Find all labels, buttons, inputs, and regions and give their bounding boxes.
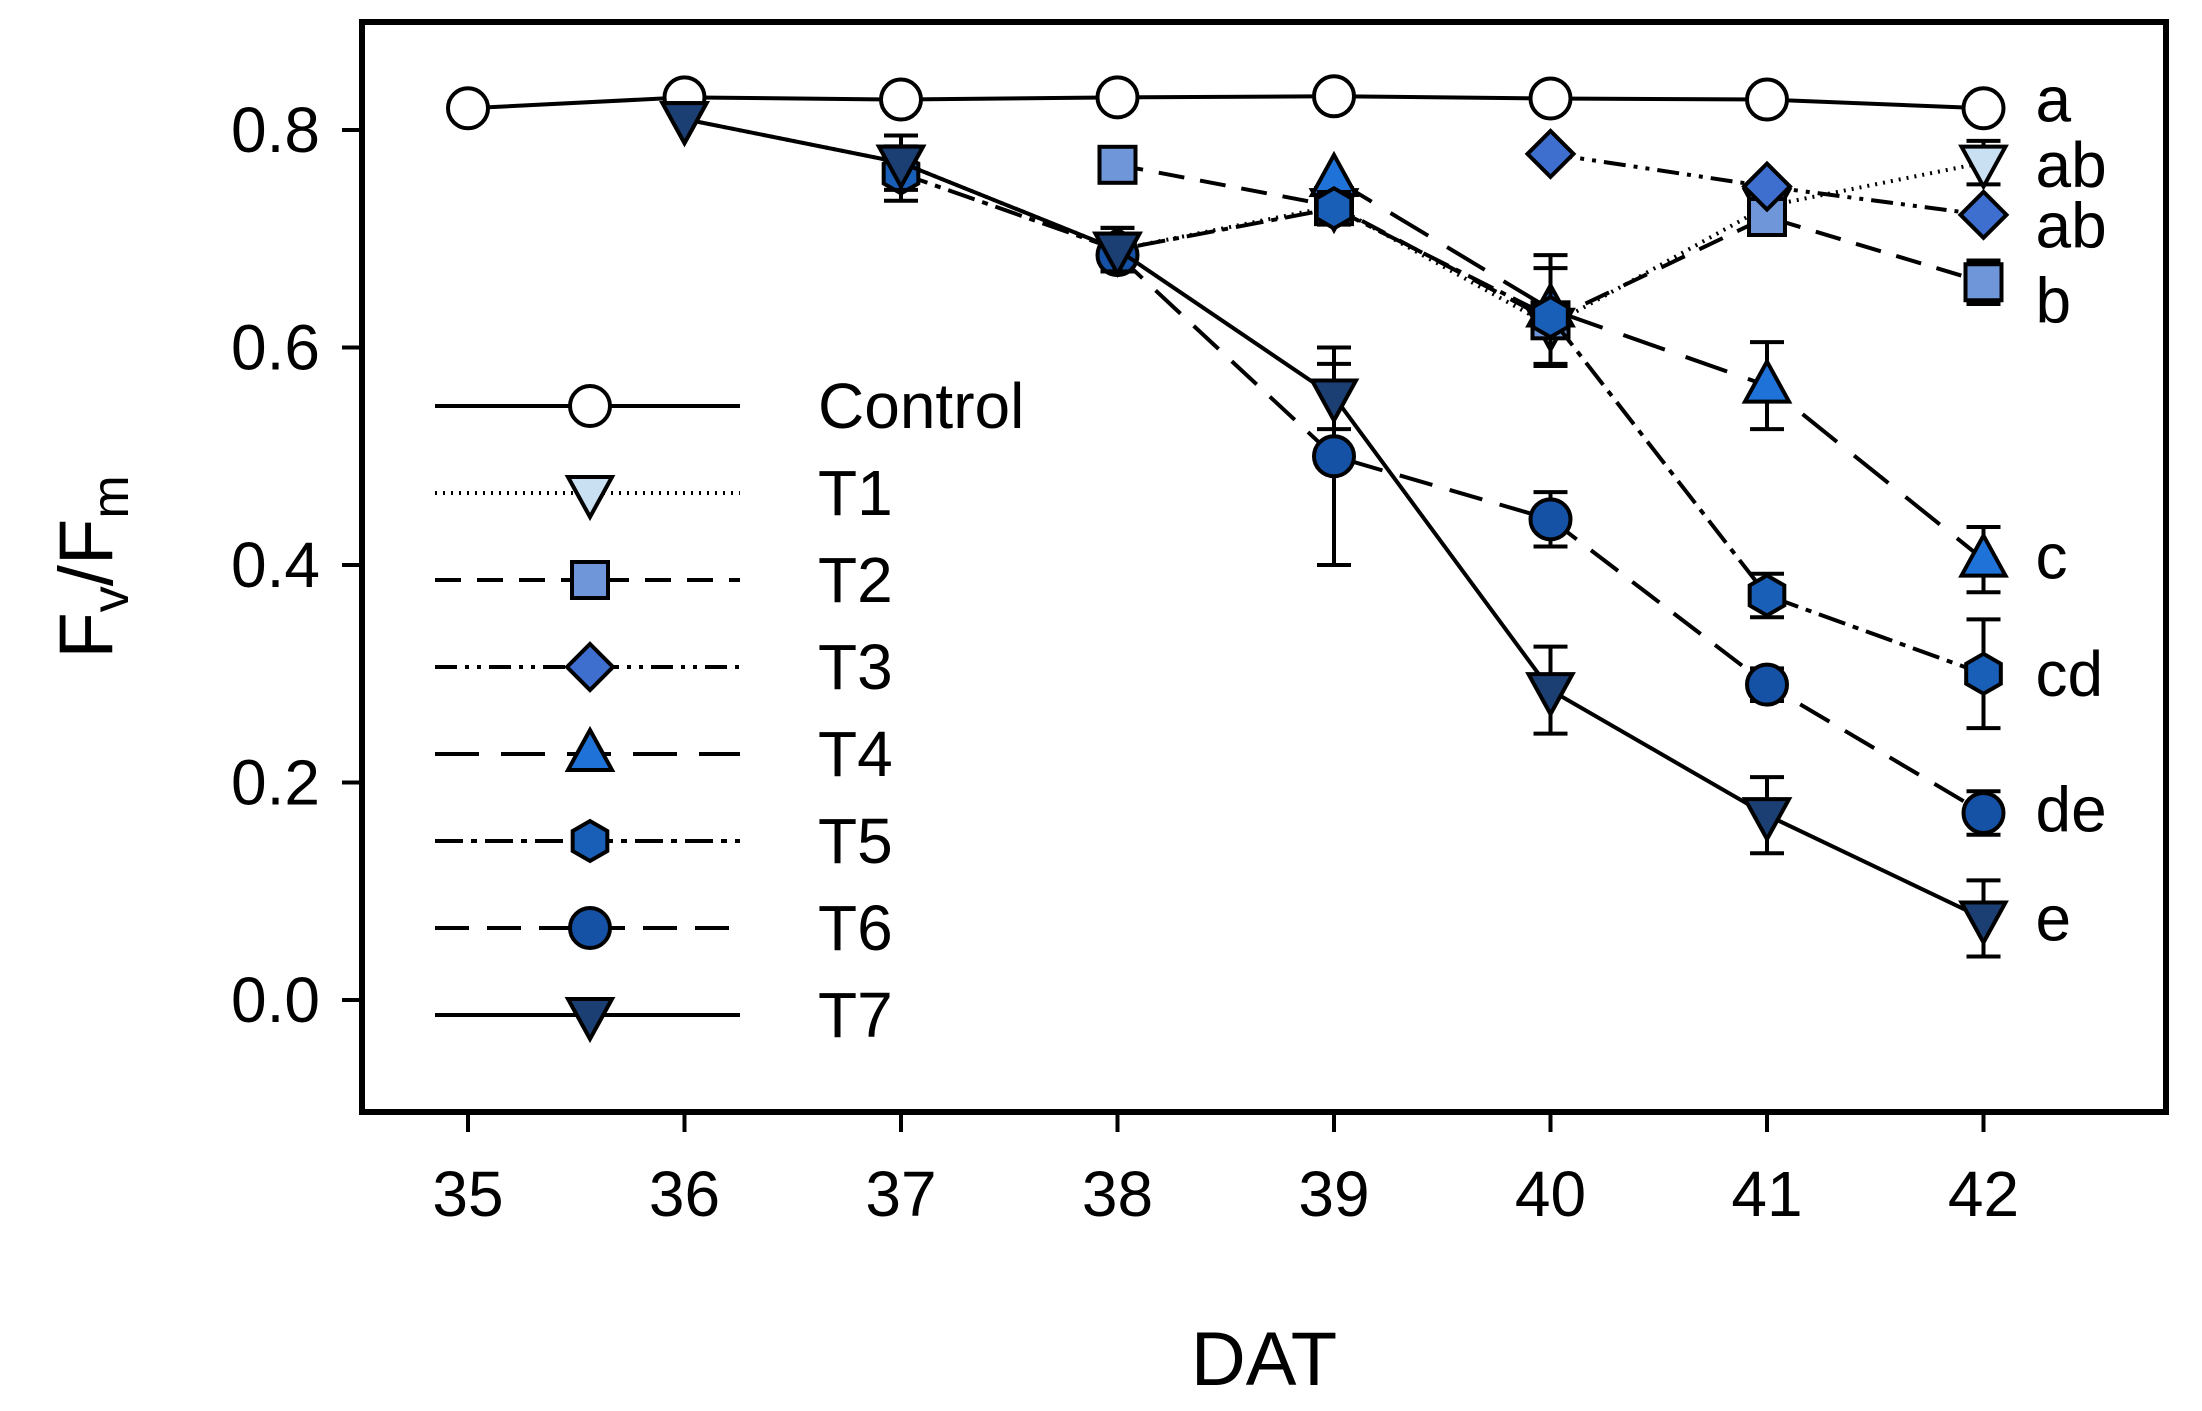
data-point (1312, 74, 1356, 119)
data-point (446, 86, 490, 131)
legend-marker (570, 560, 610, 600)
data-point (1741, 797, 1793, 844)
series-line (467, 94, 1984, 111)
legend-marker (568, 384, 612, 428)
y-tick-label: 0.0 (231, 964, 320, 1036)
y-label-f: F (44, 612, 129, 658)
data-point (1308, 378, 1360, 425)
legend-marker (570, 818, 610, 864)
data-point (1312, 434, 1356, 479)
x-tick-label: 36 (649, 1158, 720, 1230)
legend-item-control: Control (435, 370, 1024, 442)
legend-marker (568, 906, 612, 950)
legend-marker (564, 725, 616, 772)
data-point (1958, 900, 2009, 947)
significance-label: de (2036, 774, 2107, 846)
legend-item-t3: T3 (435, 631, 893, 703)
legend-label: T2 (818, 544, 893, 616)
significance-label: b (2036, 265, 2072, 337)
significance-label: c (2036, 520, 2068, 592)
data-point (1964, 651, 2003, 697)
data-point (1092, 231, 1143, 278)
legend-label: T6 (818, 892, 893, 964)
data-point (1961, 86, 2006, 131)
data-point (1097, 144, 1138, 185)
legend-label: T4 (818, 718, 893, 790)
data-point (1957, 188, 2010, 241)
legend-marker (564, 997, 616, 1044)
y-label-mid: /F (44, 519, 129, 587)
data-point (659, 101, 710, 148)
x-tick-label: 38 (1082, 1158, 1153, 1230)
y-tick-label: 0.4 (231, 529, 320, 601)
legend-item-t1: T1 (435, 457, 893, 529)
y-tick-label: 0.6 (231, 312, 320, 384)
data-point (1095, 75, 1140, 120)
y-label-sub-v: v (82, 586, 140, 612)
legend-item-t7: T7 (435, 979, 893, 1051)
series-layer (446, 74, 2010, 959)
legend-label: T7 (818, 979, 893, 1051)
legend-marker (564, 475, 616, 522)
legend-item-t6: T6 (435, 892, 893, 964)
data-point (1963, 262, 2004, 303)
x-tick-label: 42 (1948, 1158, 2019, 1230)
data-point (1961, 790, 2006, 835)
y-tick-label: 0.2 (231, 747, 320, 819)
legend: Control T1 T2 T3 T4 T5 T6 T7 (435, 370, 1024, 1051)
x-tick-label: 37 (865, 1158, 936, 1230)
y-axis-label: Fv/Fm (44, 475, 140, 658)
data-point (1745, 662, 1789, 707)
x-tick-label: 40 (1515, 1158, 1586, 1230)
series-t7 (659, 101, 2009, 959)
significance-label: a (2036, 64, 2072, 136)
legend-label: T3 (818, 631, 893, 703)
legend-label: T5 (818, 805, 893, 877)
data-point (1525, 672, 1576, 719)
data-point (1741, 357, 1793, 404)
y-tick-label: 0.8 (231, 94, 320, 166)
data-point (1528, 497, 1573, 542)
data-point (1958, 531, 2009, 578)
data-point (1528, 76, 1573, 121)
series-line (1332, 177, 1985, 562)
significance-label: ab (2036, 129, 2107, 201)
data-point (1741, 160, 1793, 213)
legend-label: T1 (818, 457, 893, 529)
significance-label: ab (2036, 190, 2107, 262)
data-point (1531, 294, 1570, 340)
axis-ticks: 35 36 37 38 39 40 41 42 0.0 0.2 0.4 0.6 0.8 (231, 94, 2019, 1230)
x-tick-label: 35 (432, 1158, 503, 1230)
significance-label: e (2036, 882, 2072, 954)
legend-item-t2: T2 (435, 544, 893, 616)
significance-label: cd (2036, 638, 2104, 710)
data-point (1314, 185, 1354, 231)
x-tick-label: 39 (1298, 1158, 1369, 1230)
x-axis-label: DAT (1191, 1317, 1337, 1402)
series-control (446, 74, 2006, 131)
y-label-sub-m: m (82, 475, 140, 518)
data-point (1958, 144, 2009, 191)
data-point (879, 77, 923, 122)
legend-label: Control (818, 370, 1024, 442)
legend-item-t5: T5 (435, 805, 893, 877)
x-tick-label: 41 (1731, 1158, 1802, 1230)
legend-item-t4: T4 (435, 718, 893, 790)
data-point (1747, 573, 1787, 618)
series-t6 (1095, 233, 2006, 837)
data-point (875, 144, 927, 191)
data-point (1524, 128, 1577, 180)
series-t3 (1524, 128, 2010, 241)
data-point (1745, 77, 1789, 122)
legend-marker (564, 641, 616, 693)
